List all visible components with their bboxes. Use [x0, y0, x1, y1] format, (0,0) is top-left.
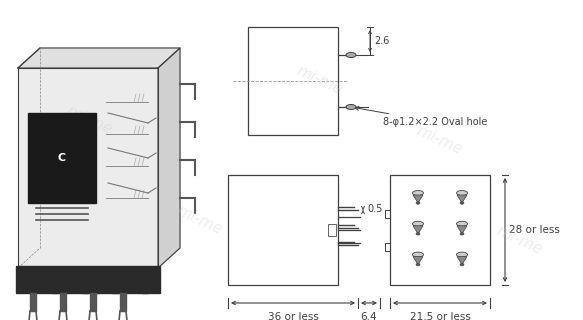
Text: mi-me: mi-me — [65, 103, 115, 137]
Bar — [18, 68, 158, 268]
Text: 2.6: 2.6 — [374, 36, 389, 46]
Text: 36 or less: 36 or less — [268, 312, 318, 320]
Polygon shape — [90, 293, 96, 311]
Bar — [385, 210, 390, 218]
Polygon shape — [457, 226, 467, 234]
Polygon shape — [112, 273, 118, 293]
Ellipse shape — [416, 263, 420, 266]
Text: 8-φ1.2×2.2 Oval hole: 8-φ1.2×2.2 Oval hole — [355, 107, 487, 127]
Text: 28 or less: 28 or less — [509, 225, 560, 235]
Polygon shape — [142, 273, 148, 293]
Text: 0.5: 0.5 — [367, 204, 382, 214]
Ellipse shape — [416, 233, 420, 235]
Polygon shape — [120, 293, 126, 311]
Text: 21.5 or less: 21.5 or less — [410, 312, 470, 320]
Polygon shape — [413, 195, 423, 203]
Ellipse shape — [346, 105, 356, 109]
Bar — [228, 175, 338, 285]
Ellipse shape — [413, 190, 423, 196]
Ellipse shape — [413, 221, 423, 226]
Polygon shape — [158, 48, 180, 268]
Bar — [328, 224, 336, 236]
Polygon shape — [28, 113, 96, 203]
Polygon shape — [413, 257, 423, 265]
Text: mi-me: mi-me — [175, 203, 225, 237]
Bar — [248, 27, 338, 135]
Bar — [390, 175, 490, 285]
Text: mi-me: mi-me — [495, 223, 545, 257]
Text: mi-me: mi-me — [415, 123, 465, 157]
Text: C: C — [58, 153, 66, 163]
Polygon shape — [52, 273, 58, 293]
Ellipse shape — [460, 263, 464, 266]
Ellipse shape — [416, 202, 420, 204]
Ellipse shape — [456, 252, 468, 257]
Bar — [385, 243, 390, 251]
Polygon shape — [457, 257, 467, 265]
Polygon shape — [18, 68, 158, 268]
Polygon shape — [82, 273, 88, 293]
Polygon shape — [30, 293, 36, 311]
Polygon shape — [457, 195, 467, 203]
Ellipse shape — [460, 202, 464, 204]
Ellipse shape — [346, 52, 356, 58]
Polygon shape — [413, 226, 423, 234]
Ellipse shape — [413, 252, 423, 257]
Polygon shape — [60, 293, 66, 311]
Ellipse shape — [456, 221, 468, 226]
Polygon shape — [18, 48, 180, 68]
Ellipse shape — [456, 190, 468, 196]
Text: mi-me: mi-me — [294, 63, 345, 97]
Polygon shape — [16, 266, 160, 293]
Ellipse shape — [460, 233, 464, 235]
Text: 6.4: 6.4 — [361, 312, 377, 320]
